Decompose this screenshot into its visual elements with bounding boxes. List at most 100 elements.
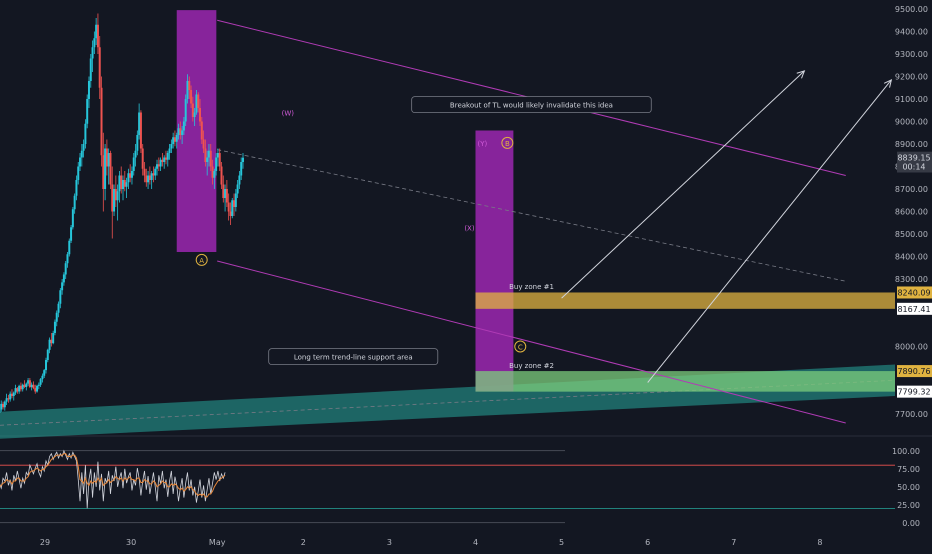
candle-body (217, 153, 219, 158)
candle-body (192, 104, 194, 118)
candle-body (66, 254, 68, 263)
candle-body (163, 158, 165, 163)
candle-body (127, 173, 129, 182)
candle-body (99, 47, 101, 88)
candle-body (101, 88, 103, 156)
candle-body (210, 151, 212, 167)
candle-body (226, 189, 228, 203)
candle-body (197, 95, 199, 109)
candle-body (158, 164, 160, 166)
price-tick-label: 9100.00 (895, 95, 928, 104)
candle-body (133, 158, 135, 172)
candle-body (154, 169, 156, 176)
candle-body (138, 113, 140, 136)
candle-body (41, 376, 43, 379)
candle-body (120, 176, 122, 190)
candle-body (238, 176, 240, 185)
candle-body (131, 171, 133, 178)
candle-body (126, 182, 128, 187)
candle-body (43, 370, 45, 376)
candle-body (102, 155, 104, 189)
candle-body (201, 122, 203, 140)
candle-body (31, 385, 33, 387)
candle-body (142, 149, 144, 169)
candle-body (203, 140, 205, 149)
price-badge-label: 8167.41 (897, 305, 930, 314)
candle-body (15, 388, 17, 393)
candle-body (172, 137, 174, 144)
price-tick-label: 8700.00 (895, 185, 928, 194)
candle-body (7, 398, 9, 399)
candle-body (90, 59, 92, 82)
price-badge-label: 8240.09 (897, 288, 930, 297)
candle-body (160, 160, 162, 167)
price-tick-label: 8400.00 (895, 253, 928, 262)
candle-body (0, 404, 2, 410)
price-tick-label: 9300.00 (895, 50, 928, 59)
candle-body (70, 227, 72, 241)
candle-body (16, 388, 18, 391)
wave-label: B (505, 140, 510, 148)
oscillator-k-line (0, 451, 225, 509)
candle-body (186, 81, 188, 99)
candle-body (145, 176, 147, 183)
candle-body (18, 386, 20, 392)
oscillator-tick-label: 75.00 (897, 465, 920, 474)
candle-body (206, 158, 208, 163)
candle-body (47, 350, 49, 360)
candle-body (224, 189, 226, 198)
candle-body (74, 196, 76, 210)
time-tick-label: 30 (126, 538, 136, 547)
candle-body (92, 47, 94, 58)
candle-body (61, 282, 63, 290)
oscillator-tick-label: 0.00 (902, 519, 920, 528)
candle-body (36, 386, 38, 392)
candle-body (190, 90, 192, 104)
candle-body (149, 176, 151, 181)
candle-body (45, 360, 47, 370)
candle-body (118, 176, 120, 192)
oscillator-tick-label: 50.00 (897, 483, 920, 492)
candle-body (194, 113, 196, 118)
time-tick-label: 5 (559, 538, 564, 547)
candle-body (49, 340, 51, 350)
candle-body (72, 209, 74, 227)
price-badge-label: 7799.32 (897, 388, 930, 397)
oscillator-tick-label: 100.00 (892, 447, 920, 456)
candle-body (167, 153, 169, 160)
buy-zone-1-band (476, 292, 896, 308)
candle-body (9, 394, 11, 400)
candle-body (25, 384, 27, 387)
candle-body (22, 385, 24, 390)
candle-body (11, 394, 13, 396)
price-tick-label: 8000.00 (895, 343, 928, 352)
candle-body (143, 169, 145, 176)
price-tick-label: 8300.00 (895, 275, 928, 284)
candle-body (32, 385, 34, 388)
time-tick-label: 4 (473, 538, 478, 547)
candle-body (174, 137, 176, 142)
candle-body (240, 162, 242, 176)
price-tick-label: 9400.00 (895, 28, 928, 37)
candle-body (50, 340, 52, 343)
price-tick-label: 9200.00 (895, 73, 928, 82)
callout-text: Breakout of TL would likely invalidate t… (450, 102, 613, 110)
candle-body (152, 173, 154, 175)
candle-body (199, 108, 201, 122)
candle-body (219, 153, 221, 167)
candle-body (40, 379, 42, 385)
oscillator-tick-label: 25.00 (897, 501, 920, 510)
candle-body (95, 25, 97, 39)
candle-body (215, 158, 217, 172)
candle-body (140, 113, 142, 149)
candle-body (147, 176, 149, 183)
candle-body (117, 191, 119, 200)
wave-label: (X) (464, 224, 475, 232)
candle-body (104, 149, 106, 190)
candle-body (221, 167, 223, 185)
candle-body (113, 189, 115, 212)
candle-body (109, 153, 111, 185)
candle-body (86, 99, 88, 124)
